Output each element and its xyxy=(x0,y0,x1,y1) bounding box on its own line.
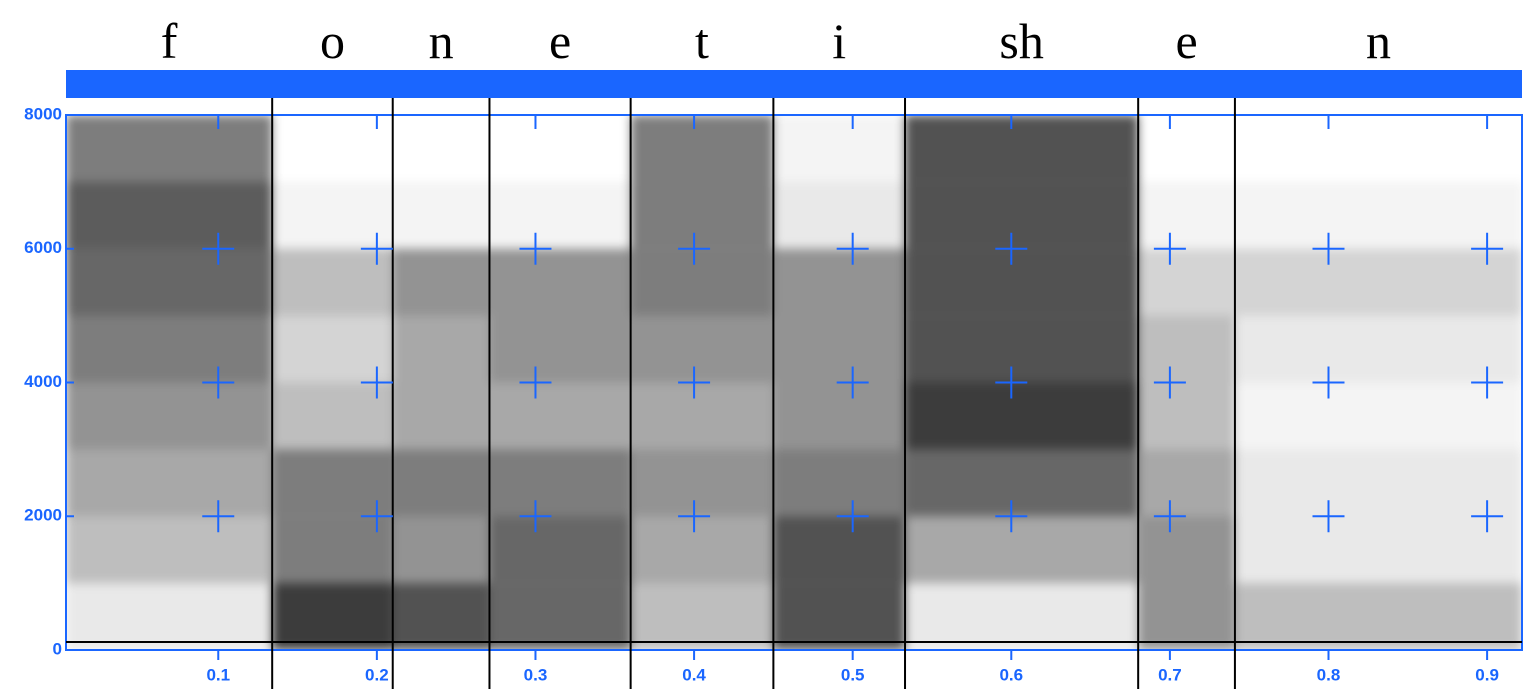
x-tick-label: 0.3 xyxy=(524,665,548,684)
intensity-cell xyxy=(489,115,630,182)
intensity-cell xyxy=(272,181,393,249)
intensity-cell xyxy=(489,583,631,650)
segment-label: e xyxy=(549,13,571,69)
intensity-cell xyxy=(905,248,1139,316)
intensity-cell xyxy=(272,449,393,517)
y-tick-label: 8000 xyxy=(24,104,62,123)
y-tick-label: 4000 xyxy=(24,372,62,391)
segment-label: n xyxy=(429,13,454,69)
intensity-cell xyxy=(489,382,631,450)
intensity-cell xyxy=(905,382,1139,450)
intensity-cell xyxy=(392,583,490,650)
intensity-cell xyxy=(489,181,631,249)
y-tick-label: 6000 xyxy=(24,238,62,257)
intensity-cell xyxy=(1138,248,1235,316)
intensity-cell xyxy=(905,115,1139,182)
x-tick-label: 0.7 xyxy=(1158,665,1182,684)
intensity-cell xyxy=(1138,449,1235,517)
intensity-cell xyxy=(66,449,273,517)
intensity-cell xyxy=(272,248,393,316)
segment-label: e xyxy=(1175,13,1197,69)
intensity-cell xyxy=(773,248,906,316)
segment-label: f xyxy=(161,13,178,69)
intensity-cell xyxy=(905,516,1139,584)
intensity-cell xyxy=(630,382,774,450)
segment-label: n xyxy=(1366,13,1391,69)
intensity-cell xyxy=(630,181,774,249)
intensity-cell xyxy=(272,583,393,650)
intensity-cell xyxy=(1234,248,1522,316)
intensity-cell xyxy=(905,181,1139,249)
intensity-cell xyxy=(630,115,774,182)
intensity-cell xyxy=(66,315,273,383)
intensity-cell xyxy=(1234,315,1522,383)
x-tick-label: 0.9 xyxy=(1475,665,1499,684)
intensity-cell xyxy=(630,449,774,517)
intensity-cell xyxy=(773,516,906,584)
intensity-cell xyxy=(392,315,490,383)
intensity-cell xyxy=(1138,583,1235,650)
intensity-cell xyxy=(1234,449,1522,517)
intensity-cell xyxy=(773,181,906,249)
y-tick-label: 0 xyxy=(53,639,62,658)
intensity-cell xyxy=(489,449,631,517)
intensity-cell xyxy=(905,449,1139,517)
segment-label: i xyxy=(832,13,846,69)
intensity-cell xyxy=(272,382,393,450)
intensity-cell xyxy=(630,583,774,650)
x-tick-label: 0.4 xyxy=(682,665,706,684)
x-tick-label: 0.5 xyxy=(841,665,865,684)
intensity-cell xyxy=(1138,315,1235,383)
segment-label: t xyxy=(695,13,709,69)
intensity-cell xyxy=(66,115,273,182)
intensity-cell xyxy=(272,115,393,182)
intensity-cell xyxy=(489,248,631,316)
x-tick-label: 0.2 xyxy=(365,665,389,684)
intensity-cell xyxy=(392,449,490,517)
intensity-cell xyxy=(1138,181,1235,249)
intensity-cell xyxy=(392,248,490,316)
intensity-cell xyxy=(392,516,490,584)
intensity-cell xyxy=(905,315,1139,383)
intensity-cell xyxy=(773,315,906,383)
y-tick-label: 2000 xyxy=(24,506,62,525)
x-tick-label: 0.6 xyxy=(999,665,1023,684)
intensity-cell xyxy=(773,583,906,650)
intensity-cell xyxy=(630,516,774,584)
intensity-cell xyxy=(1234,516,1522,584)
spectrogram xyxy=(66,115,1522,650)
intensity-cell xyxy=(630,315,774,383)
x-tick-label: 0.8 xyxy=(1317,665,1341,684)
intensity-cell xyxy=(489,516,631,584)
intensity-cell xyxy=(392,181,490,249)
intensity-cell xyxy=(630,248,774,316)
intensity-cell xyxy=(66,516,273,584)
intensity-cell xyxy=(66,583,273,650)
intensity-cell xyxy=(1138,382,1235,450)
segment-label: sh xyxy=(999,13,1043,69)
intensity-cell xyxy=(1234,583,1522,650)
intensity-cell xyxy=(1138,516,1235,584)
intensity-cell xyxy=(1235,115,1522,182)
intensity-cell xyxy=(773,449,906,517)
segment-label: o xyxy=(320,13,345,69)
intensity-cell xyxy=(392,382,490,450)
segment-bar xyxy=(66,70,1522,98)
intensity-cell xyxy=(66,382,273,450)
intensity-cell xyxy=(1234,382,1522,450)
intensity-cell xyxy=(773,382,906,450)
intensity-cell xyxy=(66,181,273,249)
intensity-cell xyxy=(773,115,906,182)
intensity-cell xyxy=(66,248,273,316)
intensity-cell xyxy=(393,115,490,182)
x-tick-label: 0.1 xyxy=(206,665,230,684)
intensity-cell xyxy=(1138,115,1235,182)
intensity-cell xyxy=(272,315,393,383)
intensity-cell xyxy=(905,583,1139,650)
intensity-cell xyxy=(489,315,631,383)
intensity-cell xyxy=(272,516,393,584)
intensity-cell xyxy=(1234,181,1522,249)
